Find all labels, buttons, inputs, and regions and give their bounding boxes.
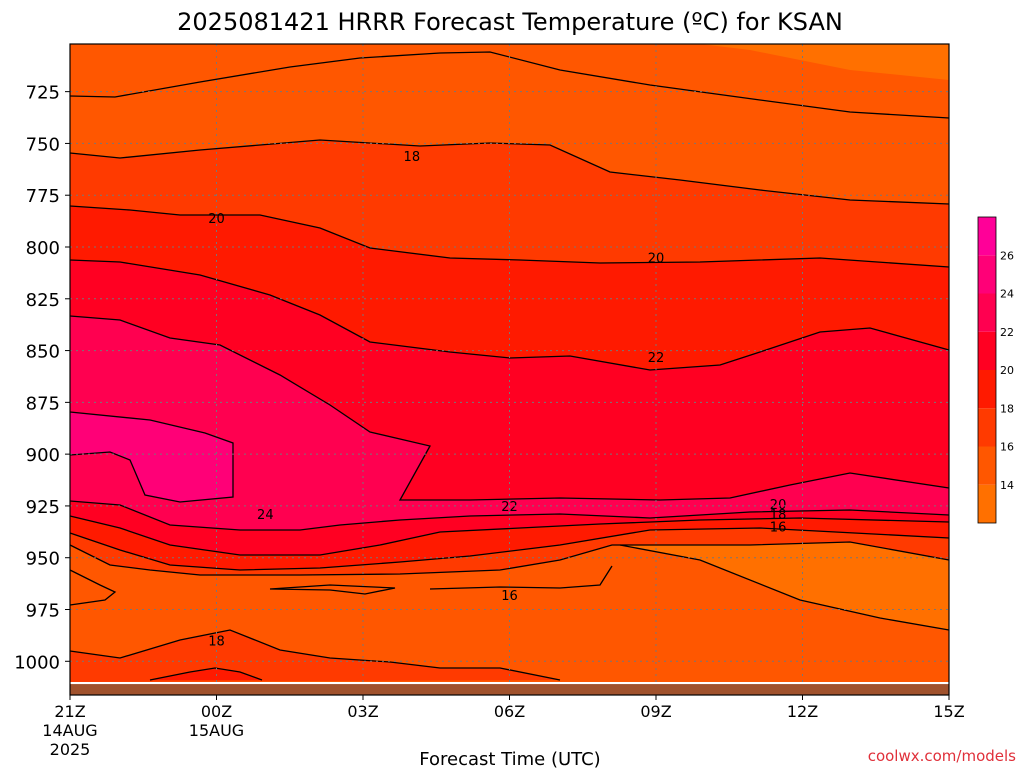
contour-line bbox=[69, 629, 561, 681]
colorbar-tick-label: 14 bbox=[1000, 479, 1014, 492]
temperature-band-16-18-lower bbox=[70, 542, 949, 682]
colorbar-swatch bbox=[978, 484, 996, 523]
contour-line bbox=[69, 411, 234, 503]
credit-text: coolwx.com/models bbox=[868, 747, 1016, 765]
contour-line bbox=[69, 515, 950, 556]
colorbar-swatch bbox=[978, 408, 996, 447]
colorbar-tick-label: 18 bbox=[1000, 402, 1014, 415]
colorbar-swatch bbox=[978, 293, 996, 332]
colorbar-tick-label: 26 bbox=[1000, 249, 1014, 262]
y-tick-label: 875 bbox=[26, 393, 60, 414]
grid-lines bbox=[70, 44, 949, 695]
colorbar-tick-label: 24 bbox=[1000, 288, 1014, 301]
y-tick-label: 900 bbox=[26, 445, 60, 466]
x-tick-label: 00Z bbox=[201, 702, 232, 721]
contour-line bbox=[429, 565, 613, 590]
temperature-band-20-22-surface bbox=[150, 668, 262, 680]
x-tick-label: 15Z bbox=[933, 702, 964, 721]
colorbar-tick-label: 20 bbox=[1000, 364, 1014, 377]
contour-label: 22 bbox=[648, 351, 665, 366]
contour-label: 24 bbox=[257, 508, 274, 523]
chart-title: 2025081421 HRRR Forecast Temperature (ºC… bbox=[177, 8, 843, 36]
colorbar-swatch bbox=[978, 217, 996, 256]
y-tick-label: 800 bbox=[26, 238, 60, 259]
y-tick-label: 725 bbox=[26, 83, 60, 104]
y-tick-label: 925 bbox=[26, 497, 60, 518]
y-tick-label: 750 bbox=[26, 134, 60, 155]
contour-line bbox=[69, 541, 950, 576]
colorbar: 14 16 18 20 22 24 26 bbox=[977, 216, 1014, 524]
contour-line bbox=[619, 544, 950, 631]
colorbar-swatch bbox=[978, 446, 996, 485]
x-tick-date-label: 14AUG bbox=[42, 721, 97, 740]
colorbar-swatch bbox=[978, 331, 996, 370]
y-tick-label: 775 bbox=[26, 186, 60, 207]
contour-line bbox=[69, 51, 950, 119]
colorbar-swatch bbox=[978, 255, 996, 294]
contour-line bbox=[69, 569, 117, 606]
contour-line bbox=[69, 205, 950, 268]
colorbar-swatch bbox=[978, 370, 996, 409]
y-tick-label: 975 bbox=[26, 601, 60, 622]
colorbar-tick-label: 22 bbox=[1000, 326, 1014, 339]
y-tick-label: 850 bbox=[26, 342, 60, 363]
x-tick-label: 12Z bbox=[787, 702, 818, 721]
temperature-band-14-16-upper bbox=[70, 44, 949, 80]
contour-label: 20 bbox=[770, 498, 787, 513]
contour-label: 18 bbox=[208, 635, 225, 650]
contour-label: 18 bbox=[404, 150, 421, 165]
x-tick-label: 06Z bbox=[494, 702, 525, 721]
y-tick-label: 825 bbox=[26, 290, 60, 311]
colorbar-frame bbox=[977, 216, 997, 524]
x-tick-year-label: 2025 bbox=[50, 740, 91, 759]
contour-line bbox=[149, 667, 263, 681]
x-tick-label: 21Z bbox=[54, 702, 85, 721]
x-axis-label: Forecast Time (UTC) bbox=[419, 749, 600, 768]
contour-line bbox=[69, 527, 950, 571]
contour-line bbox=[269, 584, 396, 595]
x-tick-date-label: 15AUG bbox=[189, 721, 244, 740]
temperature-band-14-16-mid bbox=[612, 542, 949, 630]
temperature-band-26-28 bbox=[70, 412, 233, 502]
y-tick-label: 1000 bbox=[14, 652, 60, 673]
contour-label: 20 bbox=[648, 251, 665, 266]
surface-ground bbox=[70, 684, 949, 695]
y-tick-label: 950 bbox=[26, 549, 60, 570]
contour-line bbox=[69, 315, 950, 501]
x-tick-label: 09Z bbox=[640, 702, 671, 721]
contour-label: 16 bbox=[770, 521, 787, 536]
y-axis: 725 750 775 800 825 850 875 900 925 950 975 1000 bbox=[14, 83, 70, 673]
contour-label: 18 bbox=[770, 508, 787, 523]
colorbar-tick-label: 16 bbox=[1000, 441, 1014, 454]
contour-line bbox=[69, 500, 950, 531]
x-tick-label: 03Z bbox=[347, 702, 378, 721]
